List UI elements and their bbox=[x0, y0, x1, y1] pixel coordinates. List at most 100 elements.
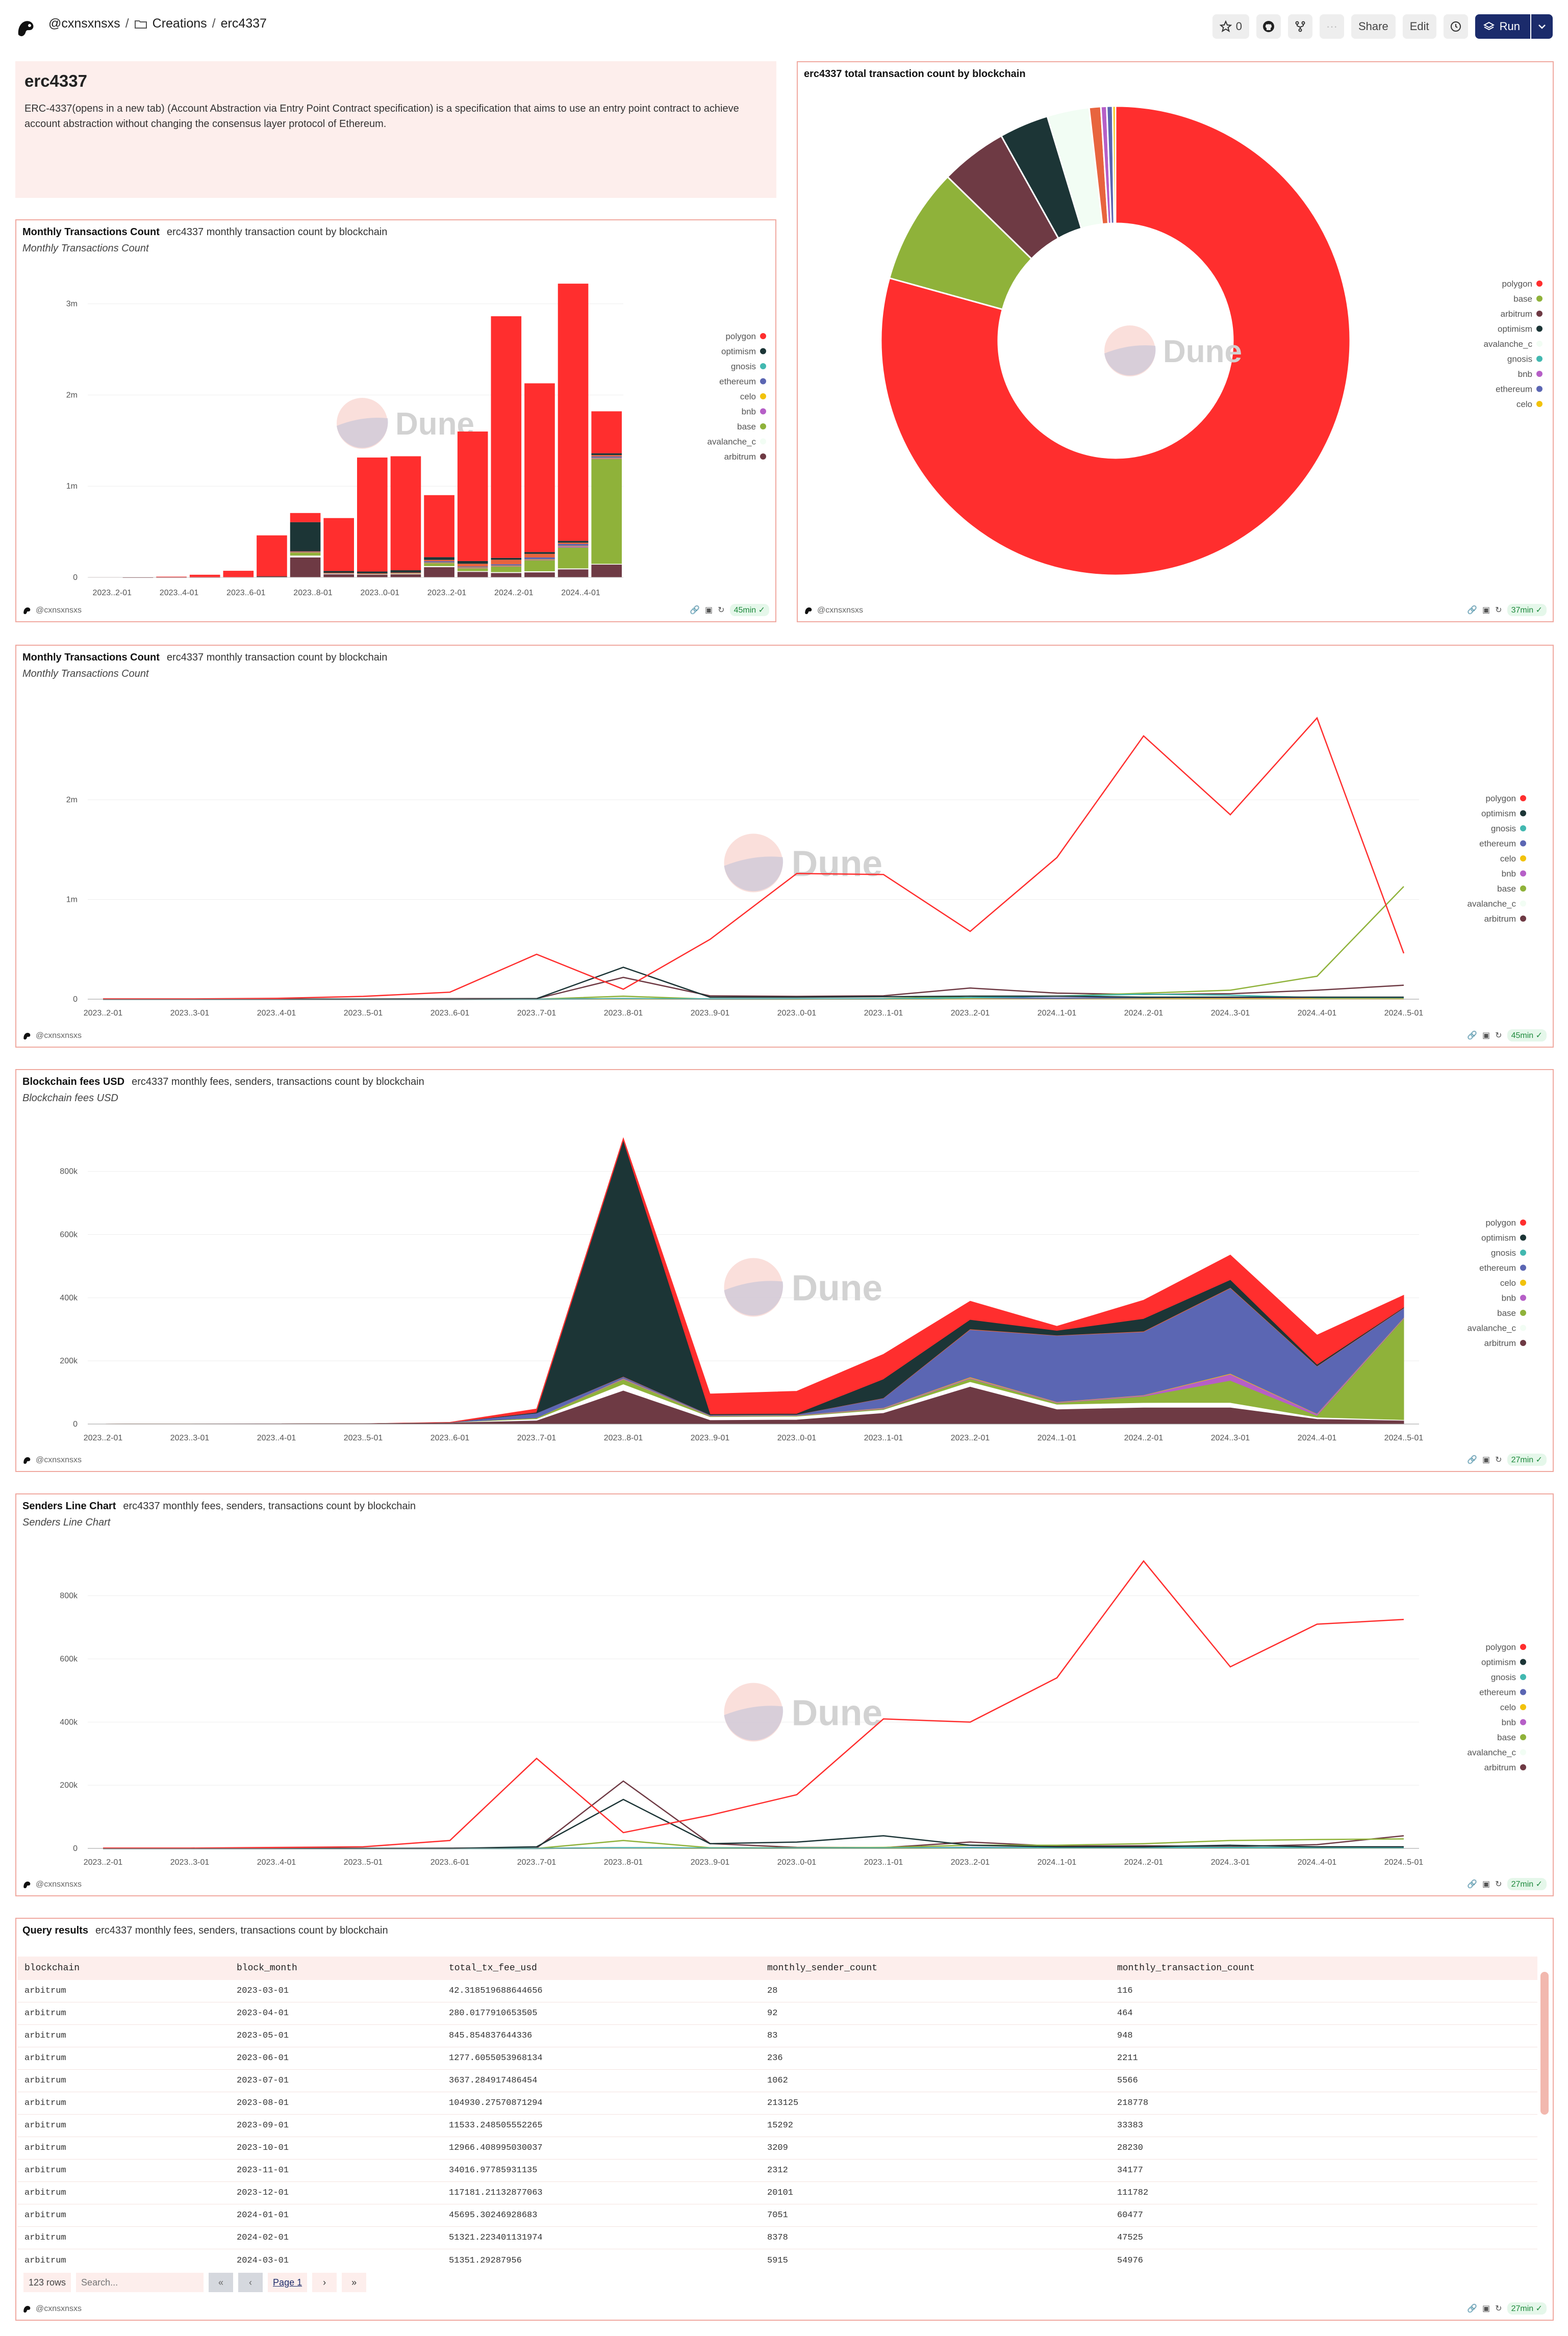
column-header[interactable]: monthly_transaction_count bbox=[1117, 1963, 1255, 1973]
prev-page-button[interactable]: ‹ bbox=[238, 2273, 263, 2292]
legend-swatch bbox=[1520, 1264, 1526, 1271]
viz-name: Blockchain fees USD bbox=[22, 1093, 118, 1104]
camera-icon[interactable]: ▣ bbox=[1482, 606, 1490, 615]
panel-title-name[interactable]: erc4337 total transaction count by block… bbox=[804, 68, 1026, 80]
watermark-text: Dune bbox=[792, 1692, 882, 1733]
legend-label: bnb bbox=[742, 407, 756, 417]
user-avatar-icon[interactable] bbox=[13, 15, 39, 41]
refresh-icon[interactable]: ↻ bbox=[1495, 1456, 1502, 1464]
link-icon[interactable]: 🔗 bbox=[1467, 606, 1478, 615]
fork-button[interactable] bbox=[1288, 14, 1312, 39]
cell: 2024-01-01 bbox=[237, 2211, 289, 2220]
panel-query-name[interactable]: erc4337 monthly transaction count by blo… bbox=[166, 226, 388, 238]
cell: arbitrum bbox=[24, 2076, 66, 2086]
more-button[interactable]: ··· bbox=[1320, 14, 1344, 39]
panel-owner[interactable]: @cxnsxnsxs bbox=[21, 605, 82, 616]
refresh-icon[interactable]: ↻ bbox=[718, 606, 725, 615]
panel-query-name[interactable]: erc4337 monthly transaction count by blo… bbox=[166, 652, 388, 663]
star-button[interactable]: 0 bbox=[1212, 14, 1249, 39]
panel-title-name[interactable]: Blockchain fees USD bbox=[22, 1076, 125, 1087]
bar-segment bbox=[558, 542, 589, 544]
legend-swatch bbox=[1520, 795, 1526, 801]
table-scrollbar[interactable] bbox=[1540, 1972, 1549, 2115]
pie-slice bbox=[880, 105, 1351, 576]
column-header[interactable]: block_month bbox=[237, 1963, 297, 1973]
first-page-button[interactable]: « bbox=[209, 2273, 234, 2292]
panel-owner[interactable]: @cxnsxnsxs bbox=[803, 605, 863, 616]
run-button-main[interactable]: Run bbox=[1475, 14, 1530, 39]
bar-segment bbox=[524, 571, 555, 573]
cell: arbitrum bbox=[24, 2188, 66, 2198]
link-icon[interactable]: 🔗 bbox=[1467, 1456, 1478, 1464]
camera-icon[interactable]: ▣ bbox=[1482, 1456, 1490, 1464]
column-header[interactable]: monthly_sender_count bbox=[767, 1963, 878, 1973]
link-icon[interactable]: 🔗 bbox=[1467, 2304, 1478, 2313]
bar-segment bbox=[524, 553, 555, 558]
watermark-logo-shade bbox=[724, 1281, 783, 1316]
x-tick-label: 2024..3-01 bbox=[1211, 1858, 1250, 1867]
panel-query-name[interactable]: erc4337 monthly fees, senders, transacti… bbox=[123, 1501, 416, 1512]
x-tick-label: 2024..1-01 bbox=[1038, 1858, 1077, 1867]
refresh-icon[interactable]: ↻ bbox=[1495, 1880, 1502, 1889]
panel-owner[interactable]: @cxnsxnsxs bbox=[21, 1455, 82, 1466]
x-tick-label: 2024..2-01 bbox=[1124, 1858, 1164, 1867]
legend-label: arbitrum bbox=[1484, 1338, 1516, 1348]
panel-title-name[interactable]: Query results bbox=[22, 1925, 88, 1936]
refresh-icon[interactable]: ↻ bbox=[1495, 606, 1502, 615]
x-tick-label: 2023..4-01 bbox=[257, 1434, 296, 1442]
run-button[interactable]: Run bbox=[1475, 14, 1553, 39]
cell: 28 bbox=[767, 1986, 778, 1996]
legend-swatch bbox=[1520, 855, 1526, 861]
schedule-button[interactable] bbox=[1443, 14, 1468, 39]
panel-title-name[interactable]: Senders Line Chart bbox=[22, 1501, 116, 1512]
next-page-button[interactable]: › bbox=[312, 2273, 337, 2292]
bar-segment bbox=[524, 560, 555, 572]
legend-label: avalanche_c bbox=[1468, 1324, 1516, 1333]
cell: 51351.29287956 bbox=[449, 2255, 522, 2266]
panel-owner[interactable]: @cxnsxnsxs bbox=[21, 1030, 82, 1042]
refresh-badge: 45min ✓ bbox=[1507, 1029, 1547, 1042]
camera-icon[interactable]: ▣ bbox=[1482, 2304, 1490, 2313]
panel-title-name[interactable]: Monthly Transactions Count bbox=[22, 652, 160, 663]
refresh-badge: 27min ✓ bbox=[1507, 2302, 1547, 2315]
x-tick-label: 2023..9-01 bbox=[691, 1009, 730, 1018]
panel-owner[interactable]: @cxnsxnsxs bbox=[21, 1879, 82, 1890]
run-dropdown[interactable] bbox=[1530, 14, 1553, 39]
bar-segment bbox=[323, 573, 354, 574]
cell: 42.318519688644656 bbox=[449, 1986, 543, 1996]
link-icon[interactable]: 🔗 bbox=[1467, 1880, 1478, 1889]
table-row: arbitrum 2023-06-01 1277.6055053968134 236 2… bbox=[17, 2047, 1537, 2070]
camera-icon[interactable]: ▣ bbox=[1482, 1880, 1490, 1889]
refresh-icon[interactable]: ↻ bbox=[1495, 2304, 1502, 2313]
edit-button[interactable]: Edit bbox=[1402, 14, 1436, 39]
link-icon[interactable]: 🔗 bbox=[1467, 1031, 1478, 1040]
cell: 104930.27570871294 bbox=[449, 2098, 543, 2108]
panel-query-name[interactable]: erc4337 monthly fees, senders, transacti… bbox=[132, 1076, 424, 1087]
legend-label: arbitrum bbox=[724, 452, 756, 462]
x-tick-label: 2023..8-01 bbox=[604, 1434, 643, 1442]
camera-icon[interactable]: ▣ bbox=[705, 606, 713, 615]
bar-segment bbox=[390, 573, 421, 574]
camera-icon[interactable]: ▣ bbox=[1482, 1031, 1490, 1040]
page-indicator[interactable]: Page 1 bbox=[268, 2273, 308, 2292]
column-header[interactable]: total_tx_fee_usd bbox=[449, 1963, 537, 1973]
github-button[interactable] bbox=[1256, 14, 1281, 39]
refresh-badge: 27min ✓ bbox=[1507, 1454, 1547, 1466]
refresh-icon[interactable]: ↻ bbox=[1495, 1031, 1502, 1040]
panel-title-name[interactable]: Monthly Transactions Count bbox=[22, 226, 160, 238]
legend-swatch bbox=[1520, 916, 1526, 922]
bar-segment bbox=[290, 552, 321, 553]
x-tick-label: 2024..4-01 bbox=[1298, 1434, 1337, 1442]
x-tick-label: 2023..8-01 bbox=[604, 1858, 643, 1867]
share-button[interactable]: Share bbox=[1351, 14, 1396, 39]
cell: 2023-11-01 bbox=[237, 2166, 289, 2175]
column-header[interactable]: blockchain bbox=[24, 1963, 80, 1973]
link-icon[interactable]: 🔗 bbox=[690, 606, 700, 615]
panel-query-name[interactable]: erc4337 monthly fees, senders, transacti… bbox=[95, 1925, 388, 1936]
legend-swatch bbox=[760, 438, 766, 445]
panel-owner[interactable]: @cxnsxnsxs bbox=[21, 2303, 82, 2315]
table-search-input[interactable] bbox=[76, 2273, 204, 2292]
breadcrumb-folder[interactable]: Creations bbox=[152, 16, 207, 31]
breadcrumb-user[interactable]: @cxnsxnsxs bbox=[48, 16, 120, 31]
last-page-button[interactable]: » bbox=[342, 2273, 367, 2292]
